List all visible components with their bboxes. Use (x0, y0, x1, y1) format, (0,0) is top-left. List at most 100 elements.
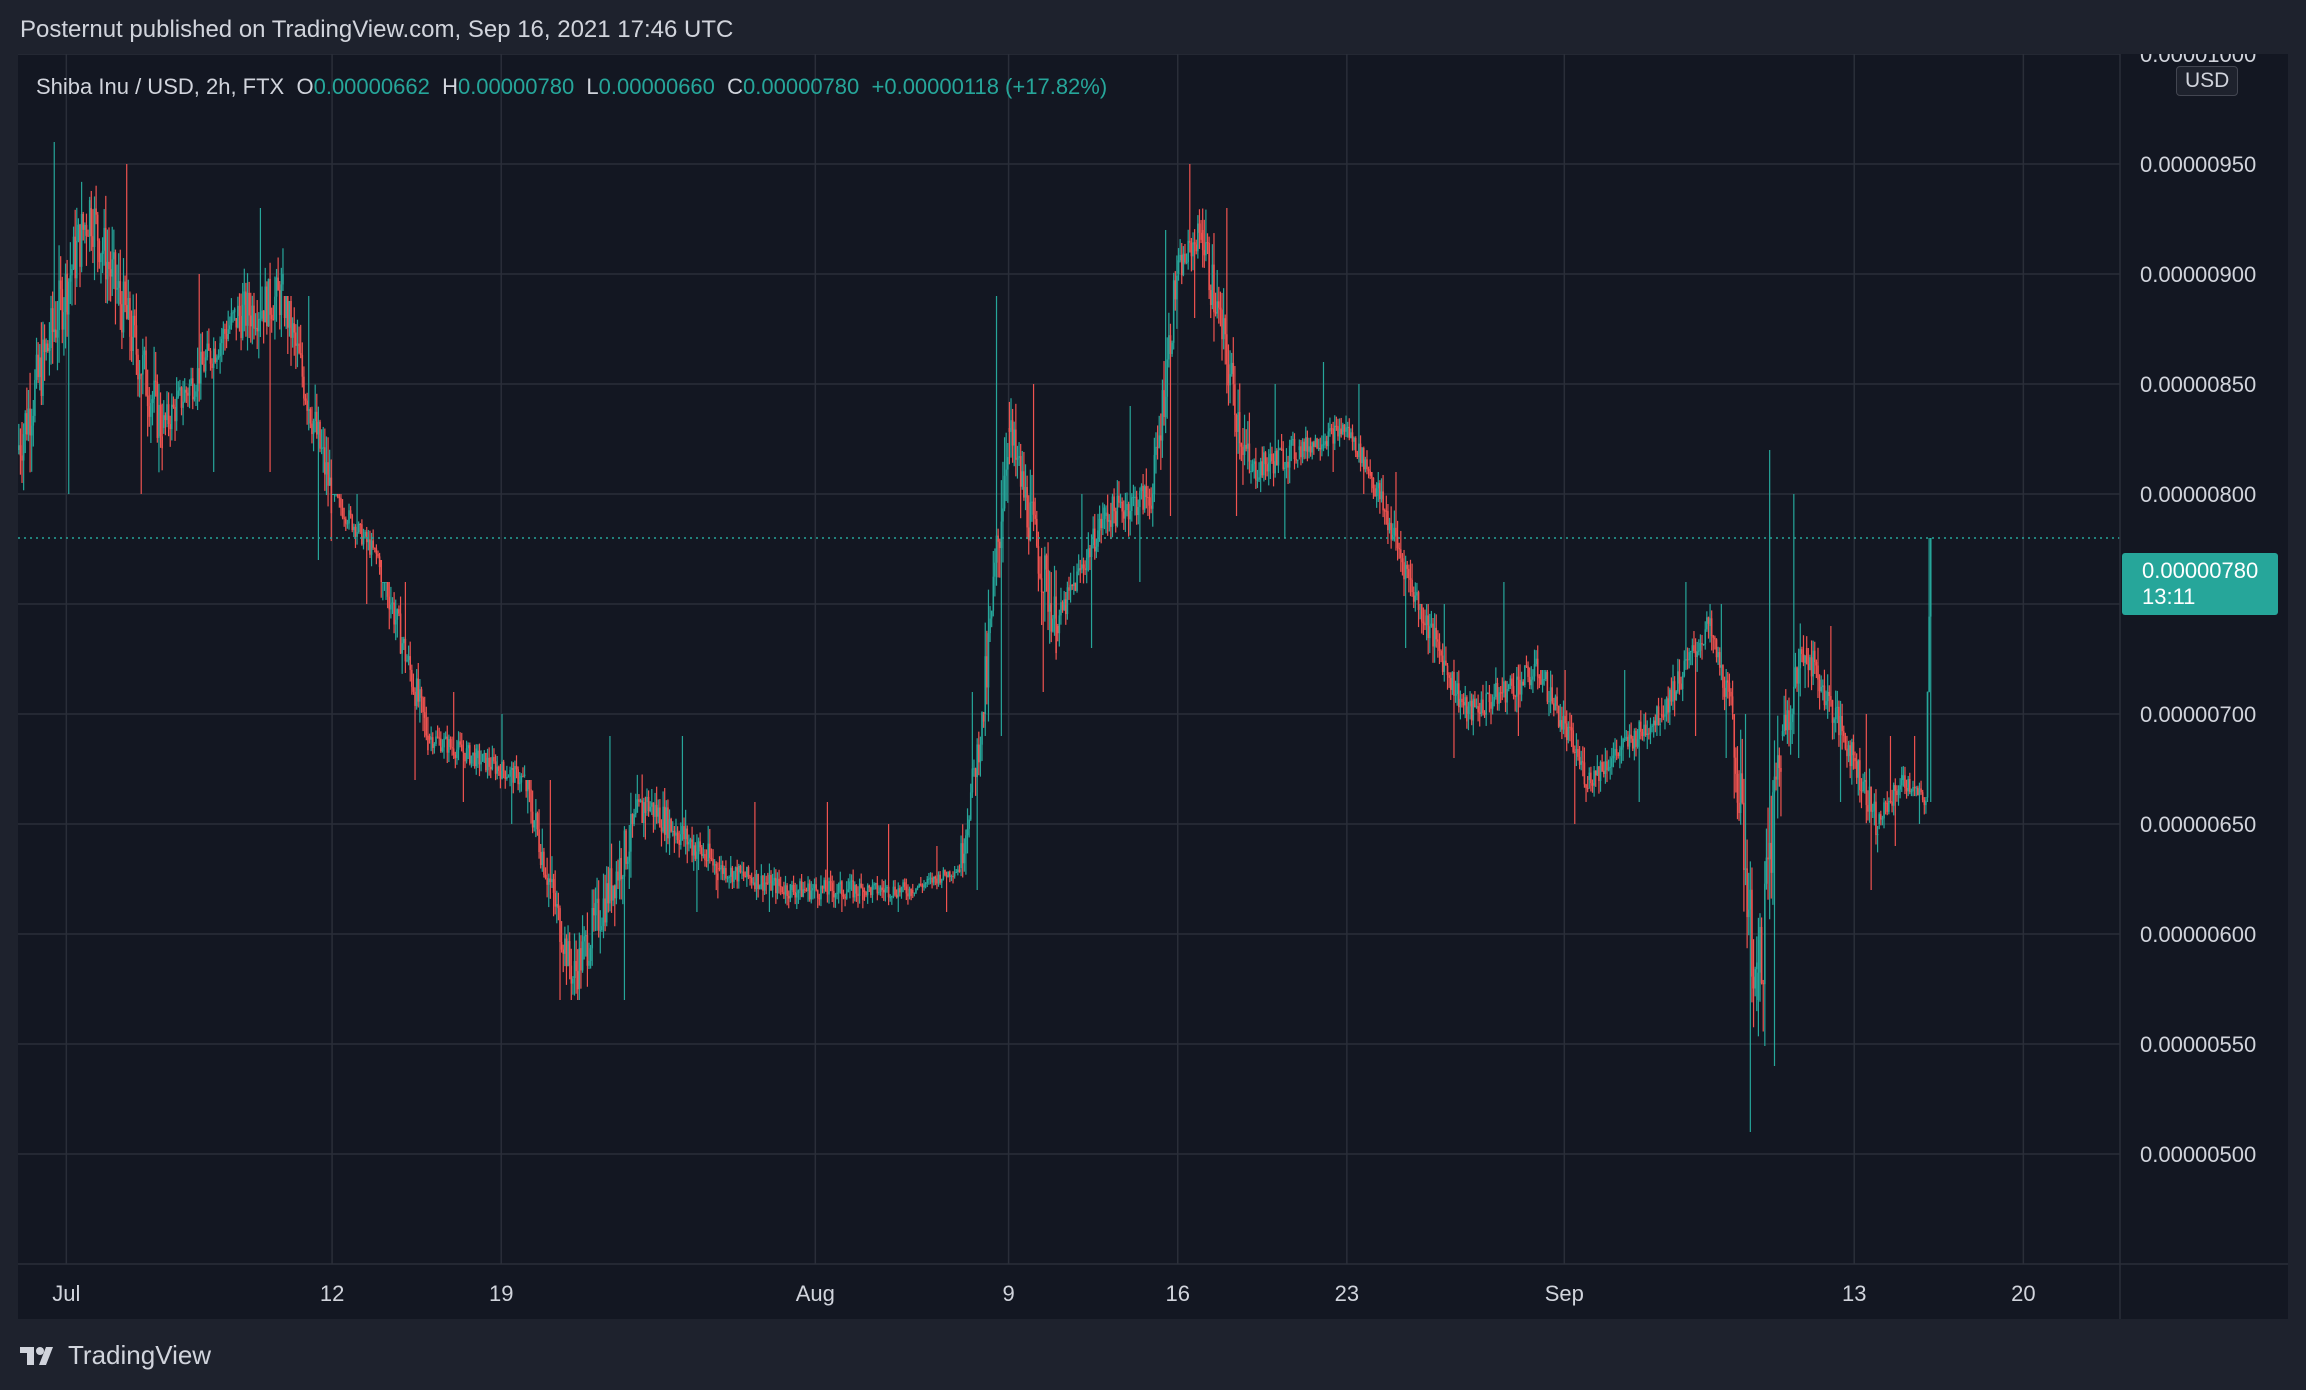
candle-body (248, 292, 250, 316)
candle-body (1664, 714, 1666, 717)
candle-body (1799, 649, 1802, 669)
candle-body (897, 888, 900, 898)
candle-body (1219, 307, 1222, 310)
candle-body (119, 281, 122, 305)
candle-body (295, 332, 297, 346)
candlestick-chart[interactable]: 0.00000500 0.00000550 0.00000600 0.00000650… (18, 54, 2288, 1319)
candle-body (514, 766, 516, 783)
candle-body (1896, 790, 1898, 796)
candle-body (1677, 671, 1679, 692)
candle-body (451, 747, 453, 749)
candle-body (502, 761, 505, 772)
candle-body (1093, 528, 1096, 552)
candle-body (1321, 444, 1323, 450)
candle-body (1614, 749, 1616, 756)
candle-body (46, 343, 49, 351)
candle-body (813, 884, 816, 889)
candle-body (1338, 428, 1341, 437)
tradingview-brand[interactable]: TradingView (20, 1340, 211, 1371)
candle-body (1599, 762, 1602, 781)
candle-body (454, 754, 457, 759)
candle-body (204, 357, 207, 372)
candle-body (562, 949, 565, 954)
time-tick-label: 20 (2011, 1281, 2035, 1306)
candle-body (444, 736, 447, 739)
candle-body (1293, 439, 1296, 459)
candle-body (270, 314, 273, 320)
candle-body (1693, 645, 1695, 652)
candle-body (319, 421, 321, 449)
candle-body (781, 886, 784, 893)
candle-body (1466, 697, 1468, 722)
candle-body (1308, 446, 1310, 452)
candle-body (1875, 801, 1877, 835)
candle-body (1889, 800, 1892, 802)
chart-area[interactable]: 0.00000500 0.00000550 0.00000600 0.00000650… (18, 54, 2288, 1319)
candle-body (808, 883, 811, 900)
candle-body (1079, 568, 1082, 570)
candle-body (59, 280, 62, 290)
candle-body (92, 236, 94, 247)
candle-body (784, 885, 787, 895)
candle-body (1556, 696, 1558, 706)
price-tick-label: 0.00000550 (2140, 1032, 2256, 1057)
candle-body (344, 518, 347, 524)
candle-body (984, 656, 987, 714)
candle-body (1870, 786, 1872, 812)
candle-body (533, 820, 536, 828)
candle-body (1859, 760, 1861, 791)
candle-body (626, 861, 629, 864)
candle-body (1652, 720, 1655, 726)
candle-body (1044, 555, 1046, 593)
tradingview-logo-icon (20, 1346, 53, 1365)
candle-body (1248, 443, 1251, 462)
candle-body (258, 318, 260, 332)
candle-body (958, 869, 961, 872)
candle-body (853, 884, 856, 898)
candle-body (1329, 428, 1331, 432)
candle-body (1847, 745, 1850, 757)
candle-body (1105, 512, 1107, 516)
candle-body (1189, 240, 1191, 243)
time-scale[interactable]: Jul 12 19 Aug 9 16 23 Sep 13 20 (52, 1281, 2035, 1306)
candle-body (510, 768, 513, 770)
candle-body (290, 301, 292, 338)
candle-body (750, 877, 753, 883)
candle-body (1833, 719, 1835, 723)
candle-body (433, 743, 436, 748)
candle-body (1153, 454, 1156, 494)
candle-body (1382, 491, 1384, 511)
candle-body (1809, 657, 1811, 670)
candle-body (1747, 909, 1750, 918)
candle-body (1280, 448, 1283, 450)
candle-body (1353, 438, 1355, 442)
candle-body (960, 843, 962, 868)
candle-body (589, 948, 592, 961)
candle-body (895, 894, 898, 898)
candle-body (705, 860, 708, 862)
candle-body (660, 827, 663, 832)
candle-body (1077, 568, 1080, 572)
candle-body (1412, 592, 1415, 602)
candle-body (1725, 680, 1727, 697)
candle-body (908, 888, 911, 897)
candle-body (1267, 462, 1270, 472)
candle-body (1073, 582, 1075, 587)
candle-body (304, 398, 307, 401)
candle-body (254, 327, 257, 329)
candle-body (43, 339, 46, 353)
candle-body (826, 891, 829, 895)
candle-body (241, 304, 244, 339)
candle-body (1617, 752, 1620, 757)
candle-body (1673, 681, 1676, 701)
candle-body (649, 806, 652, 812)
candle-body (1256, 479, 1259, 481)
candle-body (1685, 659, 1687, 661)
candle-body (1656, 706, 1658, 726)
candle-body (1322, 444, 1325, 446)
candle-body (142, 354, 144, 375)
candle-body (190, 378, 192, 384)
currency-button[interactable]: USD (2176, 66, 2239, 96)
candle-body (555, 904, 558, 907)
candle-body (303, 376, 305, 399)
